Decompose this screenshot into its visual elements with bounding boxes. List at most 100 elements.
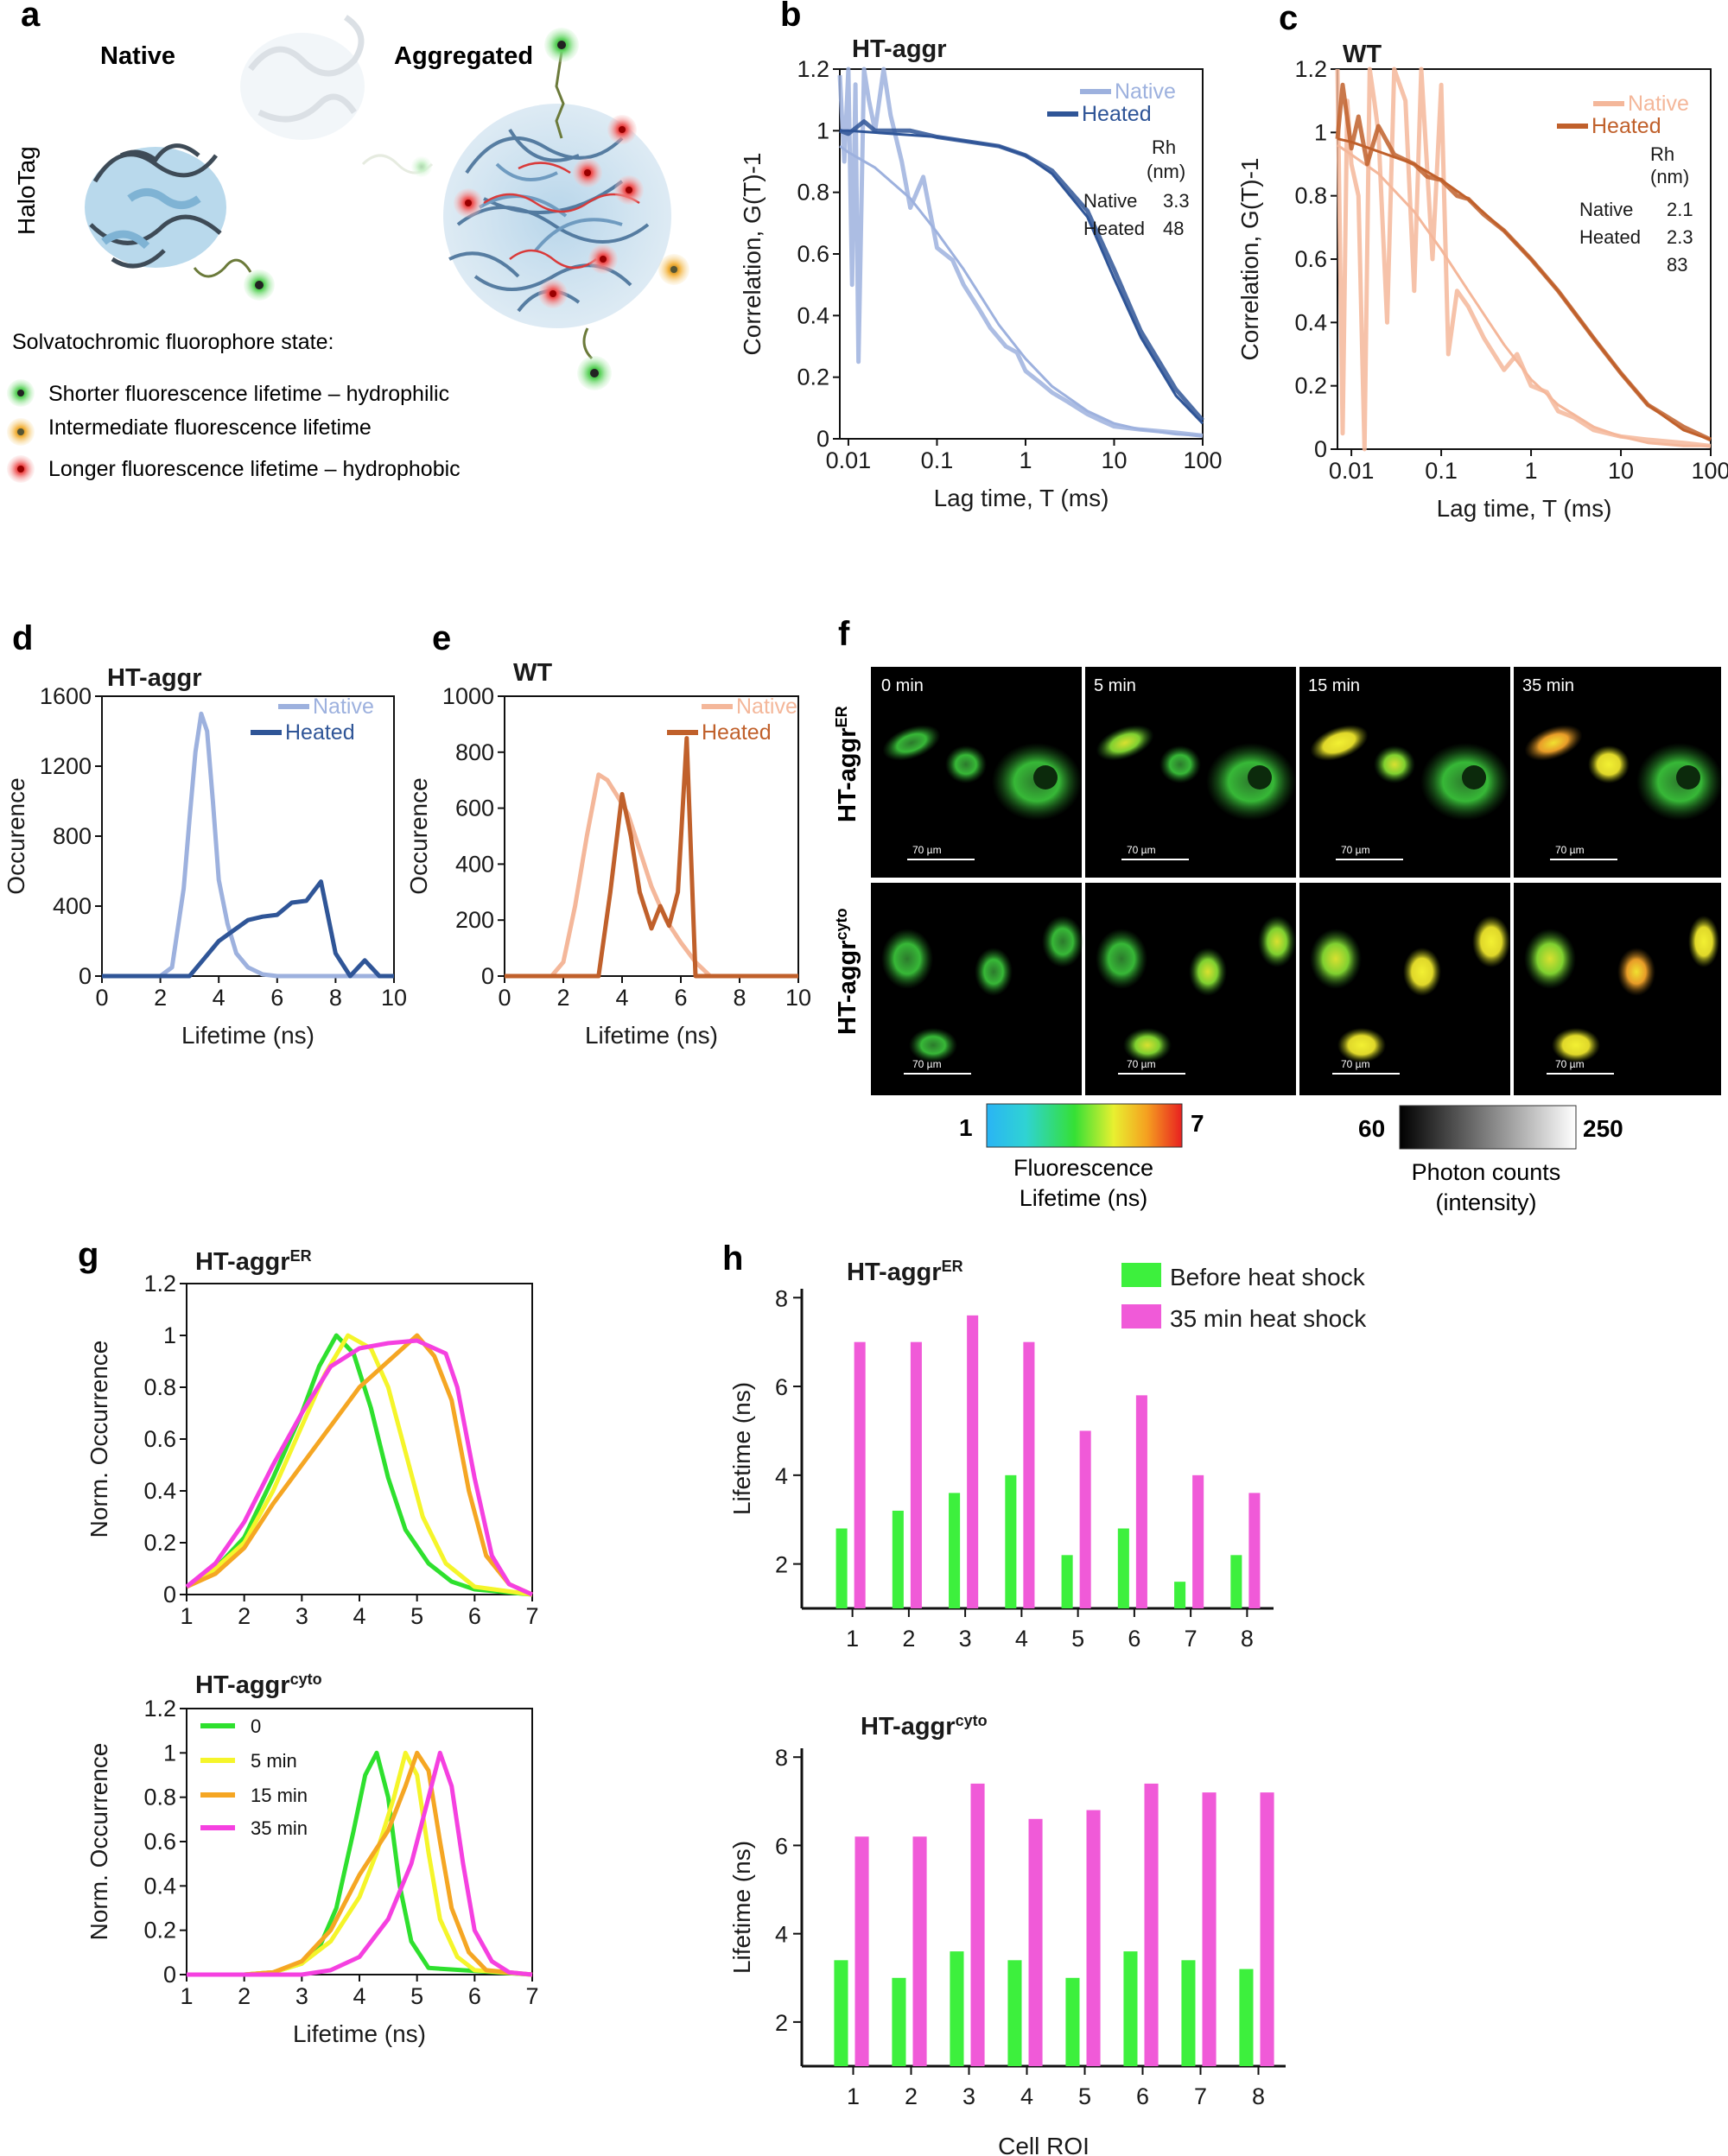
chart-title-sup: ER xyxy=(942,1258,963,1275)
y-tick-label: 0 xyxy=(481,963,494,989)
legend-label: Native xyxy=(1628,92,1689,116)
legend-long-text: Longer fluorescence lifetime – hydrophob… xyxy=(48,457,461,481)
scale-bar-text: 70 µm xyxy=(912,1058,942,1070)
bar-after-roi-8 xyxy=(1260,1792,1274,2066)
y-axis-label: Lifetime (ns) xyxy=(728,1841,755,1974)
y-tick-label: 600 xyxy=(455,796,494,821)
bar-after-roi-8 xyxy=(1248,1493,1261,1608)
scale-bar-text: 70 µm xyxy=(912,844,942,856)
chart-title: HT-aggrcyto xyxy=(195,1671,322,1699)
x-tick-label: 2 xyxy=(154,985,167,1011)
chart-title: HT-aggr xyxy=(852,35,947,63)
panel-c-rh-table: Rh (nm) Native 2.1 Heated 2.3 83 xyxy=(1579,143,1693,276)
x-tick-label: 6 xyxy=(468,1603,481,1629)
y-axis-label: Norm. Occurrence xyxy=(86,1743,112,1941)
y-tick-label: 1000 xyxy=(442,683,494,709)
y-tick-label: 1 xyxy=(163,1322,176,1348)
series-line-heated xyxy=(1335,82,1712,442)
x-tick-label: 3 xyxy=(959,1626,972,1652)
x-axis-label: Lifetime (ns) xyxy=(585,1022,718,1049)
c-heated-value-2: 83 xyxy=(1667,254,1687,276)
y-tick-label: 0.2 xyxy=(1294,373,1327,399)
tile-er-0min: 0 min 70 µm xyxy=(871,667,1082,878)
x-axis-label: Cell ROI xyxy=(998,2133,1090,2156)
bar-before-roi-3 xyxy=(950,1951,964,2066)
x-tick-label: 7 xyxy=(525,1603,538,1629)
x-tick-label: 5 xyxy=(410,1983,423,2009)
y-tick-label: 0 xyxy=(79,963,92,989)
row-label-er: HT-aggrER xyxy=(833,706,861,822)
chart-title-main: HT-aggr xyxy=(195,1248,290,1276)
legend-label: 5 min xyxy=(251,1750,297,1772)
c-native-label: Native xyxy=(1579,199,1633,220)
cb1-min: 1 xyxy=(959,1114,973,1141)
x-tick-label: 0 xyxy=(498,985,511,1011)
x-tick-label: 2 xyxy=(905,2083,918,2109)
y-tick-label: 1 xyxy=(1314,119,1327,145)
panel-label-b: b xyxy=(780,0,801,34)
y-tick-label: 400 xyxy=(53,893,92,919)
chart-h-cyto-bars: HT-aggrcyto 2 4 6 8 Lifetime (ns) Cell ROI 1 2 3 4… xyxy=(728,1712,1286,2156)
bar-after-roi-5 xyxy=(1079,1430,1091,1608)
x-tick-label: 2 xyxy=(556,985,569,1011)
chart-title-sup: ER xyxy=(290,1247,312,1265)
y-tick-label: 0 xyxy=(816,426,829,452)
x-tick-label: 0.01 xyxy=(1329,458,1375,484)
legend-label: 15 min xyxy=(251,1785,308,1806)
x-tick-label: 3 xyxy=(295,1983,308,2009)
panel-label-h: h xyxy=(722,1240,743,1278)
legend-label: 0 xyxy=(251,1715,261,1737)
protein-native-ghost-icon xyxy=(240,15,434,177)
legend-label: Native xyxy=(313,694,374,719)
series-line-35-min xyxy=(185,1338,534,1597)
x-tick-label: 1 xyxy=(1525,458,1538,484)
x-tick-label: 8 xyxy=(329,985,342,1011)
cb1-label-1: Fluorescence xyxy=(1013,1155,1153,1181)
legend-label: Heated xyxy=(702,720,772,745)
x-tick-label: 6 xyxy=(1136,2083,1149,2109)
series-line-5-min xyxy=(185,1333,533,1597)
x-tick-label: 4 xyxy=(1015,1626,1028,1652)
x-tick-label: 6 xyxy=(468,1983,481,2009)
x-tick-label: 7 xyxy=(1194,2083,1207,2109)
bar-before-roi-4 xyxy=(1005,1474,1017,1608)
x-tick-label: 8 xyxy=(733,985,746,1011)
x-axis-label: Lag time, T (ms) xyxy=(1437,495,1612,522)
time-label-15: 15 min xyxy=(1308,676,1360,695)
time-label-5: 5 min xyxy=(1094,676,1136,695)
time-label-0: 0 min xyxy=(881,676,924,695)
x-tick-label: 6 xyxy=(1128,1626,1140,1652)
tile-er-5min: 5 min 70 µm xyxy=(1085,667,1296,878)
x-tick-label: 1 xyxy=(846,1626,859,1652)
bar-before-roi-4 xyxy=(1007,1960,1022,2066)
y-tick-label: 1200 xyxy=(40,753,92,779)
x-tick-label: 1 xyxy=(180,1983,193,2009)
series-line-native xyxy=(839,144,1204,437)
plot-frame xyxy=(186,1708,533,1975)
legend-label: Heated xyxy=(1591,114,1661,138)
bar-after-roi-3 xyxy=(970,1783,985,2066)
panel-label-a: a xyxy=(21,0,41,34)
tile-cyto-0min: 70 µm xyxy=(871,883,1083,1095)
bar-after-roi-7 xyxy=(1202,1792,1217,2066)
cb2-label-2: (intensity) xyxy=(1435,1189,1536,1215)
panel-label-f: f xyxy=(838,615,850,653)
c-heated-value: 2.3 xyxy=(1667,226,1693,248)
chart-e-lifetime-wt: WT 0 2 4 6 8 10 0 200 400 600 800 1000 Lifetime (ns) O… xyxy=(405,659,811,1049)
panel-a: a Native Aggregated HaloTag xyxy=(7,0,689,483)
chart-g-cyto-distribution: HT-aggrcyto 1 2 3 4 5 6 7 0 0.2 0.4 0.6 0.8 1 1.2 Lifet… xyxy=(86,1671,539,2047)
panel-b-rh-table: Rh (nm) Native 3.3 Heated 48 xyxy=(1083,136,1190,239)
tile-cyto-35min: 70 µm xyxy=(1514,883,1721,1095)
bar-before-roi-1 xyxy=(834,1960,848,2066)
series-line-heated xyxy=(102,879,394,979)
y-tick-label: 0.6 xyxy=(143,1426,176,1452)
series-line-native xyxy=(1335,67,1712,452)
tile-er-35min: 35 min 70 µm xyxy=(1514,667,1723,878)
y-tick-label: 2 xyxy=(775,2010,788,2036)
x-tick-label: 7 xyxy=(525,1983,538,2009)
x-tick-label: 8 xyxy=(1241,1626,1254,1652)
series-line-35-min xyxy=(187,1750,533,1977)
x-tick-label: 6 xyxy=(270,985,283,1011)
y-axis-label: Occurence xyxy=(3,777,29,894)
